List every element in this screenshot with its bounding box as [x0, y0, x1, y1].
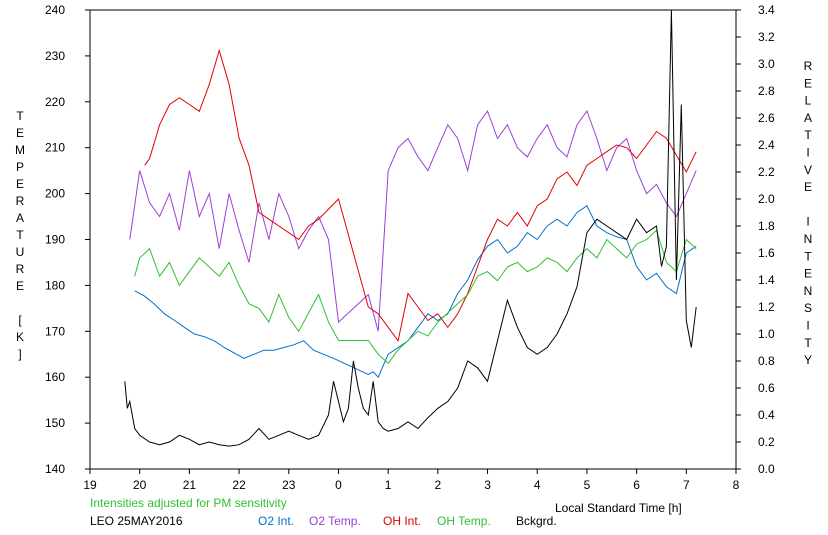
x-tick-label: 6 [633, 478, 640, 492]
y-left-tick-label: 150 [45, 416, 65, 430]
y-left-tick-label: 180 [45, 278, 65, 292]
x-ticks: 19 20 21 22 23 0 1 2 3 4 5 6 7 8 [83, 469, 740, 492]
x-tick-label: 0 [335, 478, 342, 492]
x-tick-label: 23 [282, 478, 296, 492]
y-right-tick-label: 2.8 [758, 84, 775, 98]
legend: O2 Int. O2 Temp. OH Int. OH Temp. Bckgrd. [258, 514, 557, 528]
x-tick-label: 8 [733, 478, 740, 492]
series-oh-temp-line [134, 229, 697, 365]
y-right-tick-label: 0.4 [758, 408, 775, 422]
y-right-tick-label: 0.0 [758, 462, 775, 476]
y-right-tick-label: 2.6 [758, 111, 775, 125]
x-tick-label: 5 [584, 478, 591, 492]
y-right-tick-label: 2.2 [758, 165, 775, 179]
y-right-tick-label: 3.2 [758, 30, 775, 44]
series-o2-int-line [134, 205, 697, 379]
legend-o2-temp: O2 Temp. [309, 514, 361, 528]
x-tick-label: 4 [534, 478, 541, 492]
y-left-tick-label: 160 [45, 370, 65, 384]
y-left-tick-label: 220 [45, 95, 65, 109]
y-left-tick-label: 230 [45, 49, 65, 63]
y-right-tick-label: 2.4 [758, 138, 775, 152]
station-date-label: LEO 25MAY2016 [90, 514, 183, 528]
legend-oh-temp: OH Temp. [437, 514, 491, 528]
x-axis-label: Local Standard Time [h] [555, 501, 682, 515]
y-left-tick-label: 190 [45, 233, 65, 247]
legend-o2-int: O2 Int. [258, 514, 294, 528]
y-right-tick-label: 0.2 [758, 435, 775, 449]
y-right-tick-label: 0.6 [758, 381, 775, 395]
series-oh-int-line [144, 48, 697, 342]
y-right-tick-label: 3.0 [758, 57, 775, 71]
x-tick-label: 2 [435, 478, 442, 492]
x-tick-label: 21 [183, 478, 197, 492]
y-left-tick-label: 240 [45, 3, 65, 17]
legend-oh-int: OH Int. [383, 514, 421, 528]
series-layer [124, 9, 697, 447]
series-bckgrd-line [124, 9, 697, 447]
y-right-tick-label: 1.6 [758, 246, 775, 260]
plot-frame [89, 9, 737, 470]
y-axis-label-left: T E M P E R A T U R E[K] [15, 109, 25, 361]
y-left-tick-label: 200 [45, 187, 65, 201]
y-right-tick-label: 1.0 [758, 327, 775, 341]
y-left-tick-label: 170 [45, 324, 65, 338]
y-right-tick-label: 1.2 [758, 300, 775, 314]
x-tick-label: 20 [133, 478, 147, 492]
y-right-tick-label: 2.0 [758, 192, 775, 206]
y-left-tick-label: 210 [45, 141, 65, 155]
x-tick-label: 1 [385, 478, 392, 492]
legend-bckgrd: Bckgrd. [516, 514, 557, 528]
x-tick-label: 7 [683, 478, 690, 492]
x-tick-label: 3 [484, 478, 491, 492]
x-tick-label: 22 [232, 478, 246, 492]
sensitivity-note: Intensities adjusted for PM sensitivity [90, 496, 287, 510]
x-tick-label: 19 [83, 478, 97, 492]
y-right-ticks: 0.0 0.2 0.4 0.6 0.8 1.0 1.2 1.4 1.6 1.8 2.0 2.2 2.4 2… [736, 3, 775, 476]
y-right-tick-label: 3.4 [758, 3, 775, 17]
y-right-tick-label: 1.4 [758, 273, 775, 287]
y-left-ticks: 140 150 160 170 180 190 200 210 220 230 240 [45, 3, 90, 476]
y-right-tick-label: 1.8 [758, 219, 775, 233]
series-o2-temp-line [129, 109, 697, 332]
y-right-tick-label: 0.8 [758, 354, 775, 368]
y-left-tick-label: 140 [45, 462, 65, 476]
